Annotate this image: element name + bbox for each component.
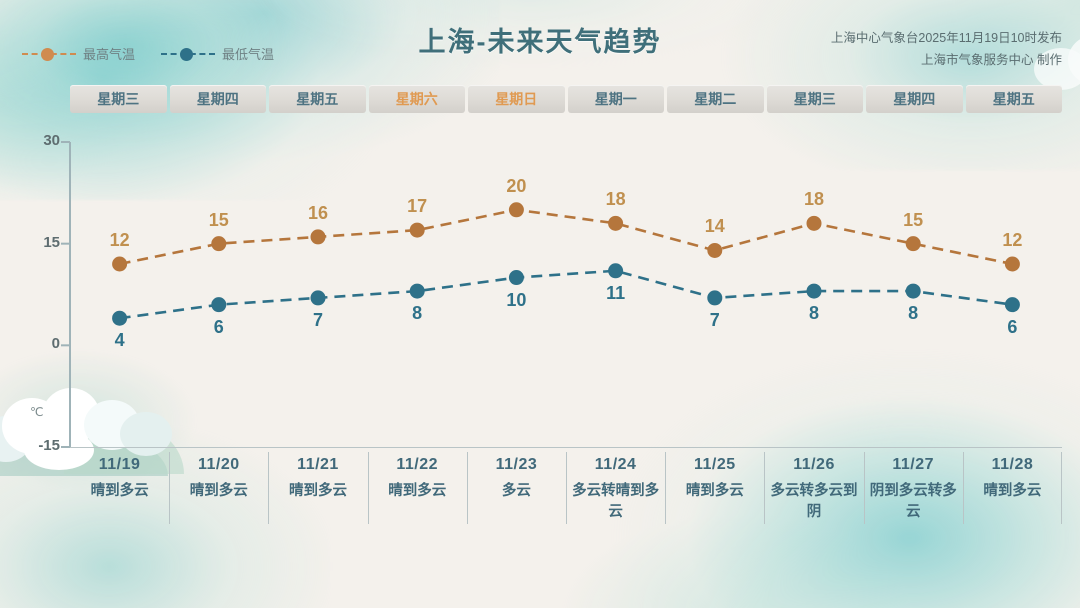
data-label-最低气温-11/26: 8 <box>808 303 820 324</box>
legend-item-low-temp: 最低气温 <box>161 44 274 63</box>
day-cell-4[interactable]: 11/23 多云 <box>466 448 566 534</box>
day-condition: 晴到多云 <box>289 483 347 499</box>
legend-line-marker-icon <box>161 47 216 61</box>
data-label-最低气温-11/27: 8 <box>908 303 919 324</box>
day-condition: 晴到多云 <box>685 483 744 499</box>
day-condition: 多云转多云到阴 <box>770 483 858 520</box>
chart-plot-svg <box>61 141 1020 448</box>
y-axis-unit-label: ℃ <box>30 405 44 419</box>
data-label-最高气温-11/27: 15 <box>903 209 924 230</box>
y-axis-tick-30: 30 <box>43 132 60 149</box>
legend-label-low-temp: 最低气温 <box>222 47 275 62</box>
day-cell-7[interactable]: 11/26 多云转多云到阴 <box>764 448 863 534</box>
day-date: 11/19 <box>98 456 141 473</box>
data-label-最低气温-11/24: 11 <box>606 282 626 303</box>
data-label-最低气温-11/20: 6 <box>213 316 224 337</box>
data-label-最高气温-11/21: 16 <box>307 202 329 223</box>
weekday-tab-8[interactable]: 星期四 <box>866 85 963 113</box>
weekday-tab-9[interactable]: 星期五 <box>965 85 1062 113</box>
data-label-最低气温-11/25: 7 <box>709 309 720 330</box>
page-title: 上海-未来天气趋势 <box>418 27 662 57</box>
day-cell-5[interactable]: 11/24 多云转晴到多云 <box>566 448 665 534</box>
weekday-tab-7[interactable]: 星期三 <box>766 85 863 113</box>
day-condition: 多云 <box>501 483 531 499</box>
day-cell-0[interactable]: 11/19 晴到多云 <box>70 448 169 534</box>
day-date: 11/22 <box>396 456 439 473</box>
day-condition: 多云转晴到多云 <box>572 483 660 520</box>
data-label-最高气温-11/24: 18 <box>605 189 626 210</box>
day-detail-row: 11/19 晴到多云 11/20 晴到多云 11/21 晴到多云 11/22 晴到多云 11/2… <box>70 447 1063 534</box>
data-label-最高气温-11/28: 12 <box>1002 230 1023 250</box>
day-cell-1[interactable]: 11/20 晴到多云 <box>169 448 268 534</box>
day-date: 11/21 <box>297 456 339 473</box>
data-label-最低气温-11/22: 8 <box>412 303 423 324</box>
weekday-tab-row: 星期三 星期四 星期五 星期六 星期日 星期一 星期二 星期三 星期四 星期五 <box>70 85 1062 113</box>
day-condition: 晴到多云 <box>388 483 447 499</box>
day-date: 11/24 <box>594 456 637 473</box>
data-label-最高气温-11/25: 14 <box>704 216 725 237</box>
legend-line-marker-icon <box>22 47 76 61</box>
day-cell-3[interactable]: 11/22 晴到多云 <box>367 448 467 534</box>
weekday-tab-1[interactable]: 星期四 <box>169 85 266 113</box>
y-axis-tick-0: 0 <box>51 335 60 353</box>
data-label-最低气温-11/23: 10 <box>506 289 527 310</box>
chart-legend: 最高气温 最低气温 <box>22 44 274 63</box>
weekday-tab-0[interactable]: 星期三 <box>70 85 167 113</box>
data-label-最高气温-11/20: 15 <box>208 209 229 230</box>
weekday-tab-3[interactable]: 星期六 <box>368 85 465 113</box>
day-date: 11/27 <box>892 456 935 473</box>
weekday-tab-6[interactable]: 星期二 <box>667 85 764 113</box>
temperature-chart: 30 15 0 -15 ℃ 12 15 16 17 20 18 14 18 15 12 4 6 7 8 10 11 7… <box>0 120 1080 470</box>
attribution-producer: 上海市气象服务中心 制作 <box>921 53 1062 67</box>
day-condition: 阴到多云转多云 <box>869 483 957 520</box>
day-date: 11/20 <box>197 456 240 473</box>
legend-item-high-temp: 最高气温 <box>22 44 135 63</box>
data-label-最低气温-11/28: 6 <box>1007 316 1018 337</box>
day-cell-9[interactable]: 11/28 晴到多云 <box>962 448 1063 534</box>
day-condition: 晴到多云 <box>189 483 248 499</box>
weekday-tab-2[interactable]: 星期五 <box>269 85 366 113</box>
day-condition: 晴到多云 <box>90 483 149 499</box>
attribution-issuer: 上海中心气象台2025年11月19日10时发布 <box>830 31 1062 45</box>
data-label-最高气温-11/26: 18 <box>803 189 825 210</box>
weekday-tab-4[interactable]: 星期日 <box>468 85 565 113</box>
day-cell-6[interactable]: 11/25 晴到多云 <box>665 448 764 534</box>
day-cell-8[interactable]: 11/27 阴到多云转多云 <box>863 448 963 534</box>
day-cell-2[interactable]: 11/21 晴到多云 <box>268 448 367 534</box>
data-label-最高气温-11/22: 17 <box>407 196 428 217</box>
data-label-最高气温-11/23: 20 <box>506 175 527 196</box>
data-label-最低气温-11/21: 7 <box>312 309 324 330</box>
day-date: 11/26 <box>793 456 835 473</box>
day-condition: 晴到多云 <box>983 483 1042 499</box>
day-date: 11/23 <box>495 456 538 473</box>
day-date: 11/25 <box>693 456 736 473</box>
day-date: 11/28 <box>991 456 1034 473</box>
weekday-tab-5[interactable]: 星期一 <box>567 85 664 113</box>
y-axis-tick-15: 15 <box>43 233 60 251</box>
attribution-block: 上海中心气象台2025年11月19日10时发布 上海市气象服务中心 制作 <box>831 27 1062 71</box>
legend-label-high-temp: 最高气温 <box>83 47 136 62</box>
data-label-最高气温-11/19: 12 <box>109 230 130 250</box>
y-axis-tick--15: -15 <box>38 437 60 454</box>
data-label-最低气温-11/19: 4 <box>114 330 125 351</box>
